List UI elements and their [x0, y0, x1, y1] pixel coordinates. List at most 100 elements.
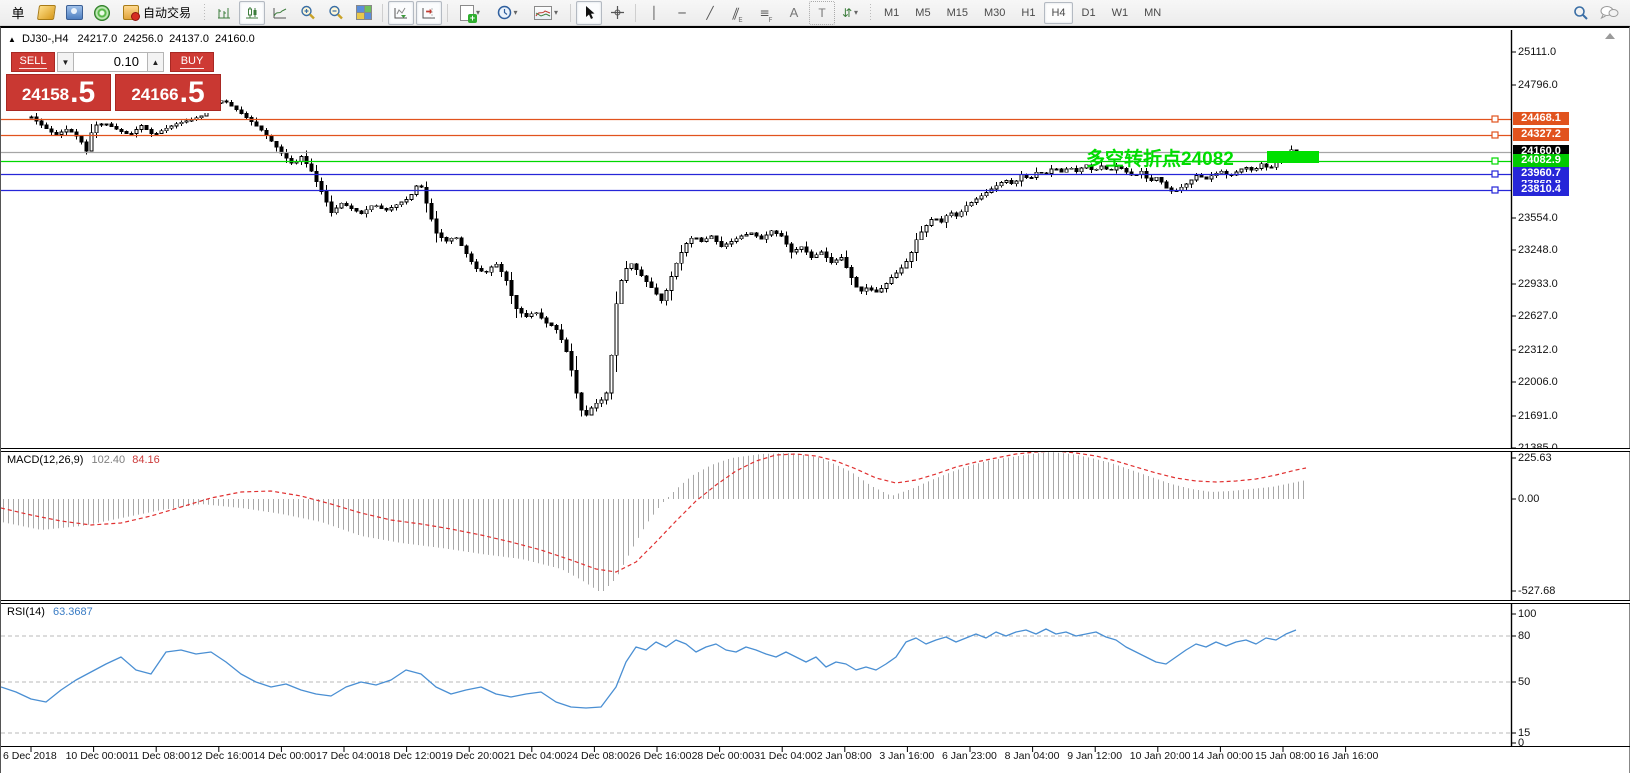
- chart-window[interactable]: ▲ DJ30-,H4 24217.0 24256.0 24137.0 24160…: [0, 26, 1630, 773]
- macd-tick-label: 0.00: [1518, 493, 1540, 505]
- timeframe-button-D1[interactable]: D1: [1081, 6, 1096, 19]
- autotrading-button[interactable]: 自动交易: [117, 1, 197, 25]
- chevron-down-icon[interactable]: ▾: [854, 8, 859, 17]
- price-tick-label: 22006.0: [1518, 376, 1558, 388]
- tile-windows-button[interactable]: [351, 1, 377, 25]
- pane-splitter[interactable]: [1, 600, 1630, 604]
- zoom-out-button[interactable]: [323, 1, 349, 25]
- chart-low: 24137.0: [169, 33, 209, 45]
- timeframe-button-MN[interactable]: MN: [1144, 6, 1162, 19]
- journal-icon: [36, 5, 56, 20]
- templates-button[interactable]: ▾: [527, 1, 565, 25]
- indicators-plus-glyph: +: [468, 12, 477, 23]
- bar-chart-button[interactable]: [211, 1, 237, 25]
- time-axis-label: 12 Dec 16:00: [190, 750, 254, 762]
- cursor-button[interactable]: [576, 0, 603, 25]
- macd-label: MACD(12,26,9) 102.40 84.16: [7, 454, 160, 466]
- zoom-in-button[interactable]: [295, 1, 321, 25]
- timeframe-button-M15[interactable]: M15: [946, 6, 968, 19]
- trendline-button[interactable]: ╱: [697, 1, 723, 25]
- zoom-in-icon: [301, 5, 315, 20]
- horizontal-line-button[interactable]: ─: [669, 1, 695, 25]
- volume-up-button[interactable]: ▲: [147, 52, 164, 72]
- time-axis-label: 31 Dec 04:00: [754, 750, 817, 762]
- chevron-down-icon[interactable]: ▾: [554, 8, 559, 17]
- price-level-label[interactable]: 23810.4: [1513, 183, 1569, 196]
- chart-canvas[interactable]: [1, 28, 1630, 773]
- chart-shift-button[interactable]: [416, 0, 443, 25]
- time-axis-label: 24 Dec 08:00: [566, 750, 629, 762]
- sell-price-box[interactable]: 24158 .5: [6, 74, 111, 111]
- horizontal-line-icon: ─: [678, 5, 686, 20]
- timeframe-button-M1[interactable]: M1: [884, 6, 900, 19]
- indicators-button[interactable]: + ▾: [453, 1, 487, 25]
- community-icon: [65, 5, 83, 20]
- autotrading-icon: [123, 5, 140, 21]
- arrows-button[interactable]: ⇵ ▾: [837, 1, 863, 25]
- scroll-top-icon[interactable]: [1605, 33, 1615, 39]
- line-chart-button[interactable]: [267, 1, 293, 25]
- text-label-icon: T: [818, 5, 826, 20]
- price-level-label[interactable]: 24327.2: [1513, 128, 1569, 141]
- volume-input[interactable]: 0.10: [73, 52, 148, 72]
- chart-close: 24160.0: [215, 33, 255, 45]
- vertical-line-button[interactable]: │: [641, 1, 667, 25]
- signals-button[interactable]: [89, 1, 115, 25]
- pane-splitter[interactable]: [1, 448, 1630, 452]
- volume-down-button[interactable]: ▼: [57, 52, 74, 72]
- auto-scroll-button[interactable]: [388, 0, 415, 25]
- search-button[interactable]: [1568, 1, 1594, 25]
- toolbar-grip[interactable]: [868, 3, 873, 22]
- rsi-name: RSI(14): [7, 606, 45, 618]
- timeframe-button-M30[interactable]: M30: [983, 6, 1006, 19]
- tile-cell: [364, 13, 372, 19]
- community-person-glyph: [70, 8, 77, 14]
- price-level-label[interactable]: 23960.7: [1513, 167, 1569, 180]
- timeframe-button-M5[interactable]: M5: [915, 6, 931, 19]
- new-order-button[interactable]: 单: [5, 1, 31, 25]
- zoom-out-icon: [329, 5, 343, 20]
- price-tick-label: 21691.0: [1518, 410, 1558, 422]
- candlesticks: [29, 99, 1299, 417]
- collapse-panel-icon[interactable]: ▲: [8, 35, 16, 44]
- price-tick-label: 22933.0: [1518, 278, 1558, 290]
- chevron-down-icon[interactable]: ▾: [513, 8, 518, 17]
- toolbar-grip[interactable]: [202, 3, 207, 22]
- crosshair-button[interactable]: [604, 1, 630, 25]
- buy-button[interactable]: BUY: [170, 52, 214, 72]
- chevron-down-icon[interactable]: ▾: [476, 8, 481, 17]
- timeframe-button-W1[interactable]: W1: [1111, 6, 1129, 19]
- sell-price: 24158: [21, 85, 70, 104]
- tile-cell: [364, 6, 372, 12]
- buy-price-box[interactable]: 24166 .5: [115, 74, 221, 111]
- indicators-icon: +: [460, 4, 477, 23]
- candlestick-chart-button[interactable]: [239, 0, 266, 25]
- macd-tick-label: -527.68: [1518, 585, 1556, 597]
- time-axis-label: 28 Dec 00:00: [691, 750, 755, 762]
- timeframe-button-H1[interactable]: H1: [1021, 6, 1036, 19]
- time-axis-label: 26 Dec 16:00: [629, 750, 692, 762]
- price-level-label[interactable]: 24082.9: [1513, 154, 1569, 167]
- periods-button[interactable]: ▾: [489, 1, 525, 25]
- channel-button[interactable]: ∥ E: [725, 1, 751, 25]
- vertical-line-icon: │: [650, 5, 658, 20]
- crosshair-icon: [610, 6, 624, 19]
- new-order-label: 单: [11, 6, 25, 21]
- annotation-text[interactable]: 多空转折点24082: [1086, 149, 1234, 170]
- tile-cell: [357, 6, 364, 12]
- community-button[interactable]: [61, 1, 87, 25]
- fibonacci-button[interactable]: ≡ F: [753, 1, 779, 25]
- price-level-label[interactable]: 24468.1: [1513, 112, 1569, 125]
- timeframe-button-H4[interactable]: H4: [1044, 1, 1073, 24]
- journal-button[interactable]: [33, 1, 59, 25]
- text-label-button[interactable]: T: [809, 0, 836, 25]
- time-axis-label: 14 Dec 00:00: [253, 750, 316, 762]
- price-tick-label: 25111.0: [1518, 46, 1557, 58]
- sell-button[interactable]: SELL: [11, 52, 55, 72]
- time-axis-label: 10 Dec 00:00: [65, 750, 129, 762]
- chart-high: 24256.0: [123, 33, 164, 45]
- rsi-value: 63.3687: [52, 606, 93, 618]
- chat-button[interactable]: [1596, 1, 1622, 25]
- time-axis-label: 9 Jan 12:00: [1067, 750, 1123, 762]
- text-button[interactable]: A: [781, 1, 807, 25]
